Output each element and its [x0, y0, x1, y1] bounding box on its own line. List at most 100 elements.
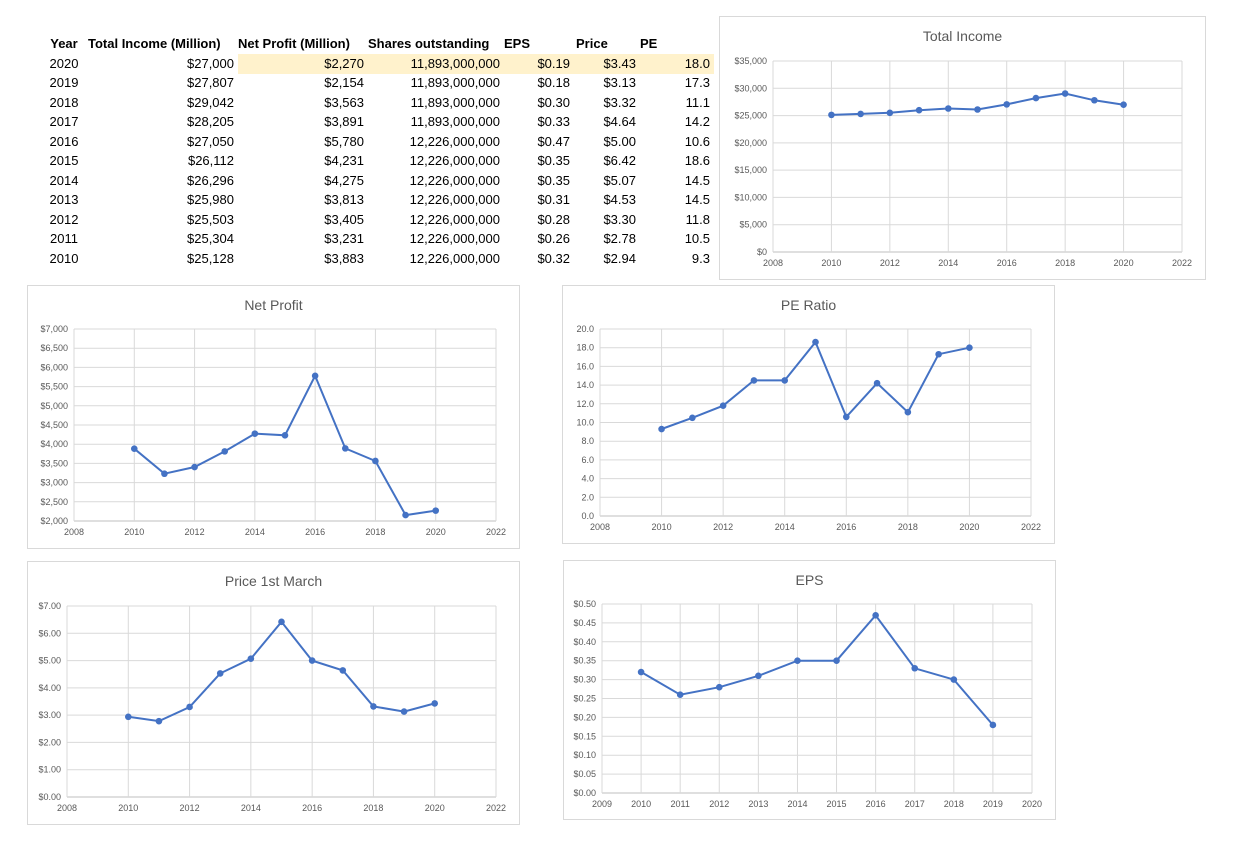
data-point — [1003, 101, 1011, 108]
y-tick-label: $1.00 — [38, 765, 61, 775]
cell-total-income: $25,304 — [187, 231, 234, 247]
cell-shares: 12,226,000,000 — [409, 172, 500, 188]
cell-price: $3.30 — [603, 211, 636, 227]
cell-shares: 12,226,000,000 — [409, 133, 500, 149]
data-point — [715, 683, 723, 691]
y-tick-label: $3,500 — [40, 458, 68, 468]
cell-price: $3.13 — [603, 75, 636, 91]
cell-net-profit: $2,154 — [324, 75, 364, 91]
y-tick-label: 16.0 — [576, 361, 594, 371]
cell-net-profit: $3,813 — [324, 192, 364, 208]
y-tick-label: $2.00 — [38, 737, 61, 747]
x-tick-label: 2008 — [64, 527, 84, 537]
data-point — [130, 445, 138, 452]
cell-pe: 10.5 — [684, 231, 710, 247]
cell-shares: 11,893,000,000 — [368, 54, 504, 74]
y-tick-label: $4,000 — [40, 439, 68, 449]
data-point — [1120, 101, 1127, 108]
cell-price: $2.94 — [603, 250, 636, 266]
table-row: 2011 $25,304 $3,231 12,226,000,000 $0.26 $2.7… — [40, 230, 714, 250]
data-point — [186, 703, 193, 711]
y-tick-label: $0.30 — [573, 675, 596, 685]
x-tick-label: 2018 — [898, 522, 918, 532]
x-tick-label: 2020 — [425, 803, 445, 813]
price-chart: Price 1st March $0.00 $1.00 $2.00 $3.00 $4.00… — [27, 561, 520, 825]
cell-price: $4.64 — [603, 114, 636, 130]
y-tick-label: $0.05 — [573, 769, 596, 779]
data-point — [915, 106, 923, 114]
data-point — [161, 470, 168, 478]
cell-price: $5.07 — [603, 172, 636, 188]
y-tick-label: $0.40 — [573, 637, 596, 647]
x-tick-label: 2012 — [709, 799, 729, 809]
cell-eps: $0.33 — [537, 114, 570, 130]
y-tick-label: $6,000 — [40, 362, 68, 372]
data-point — [944, 105, 952, 112]
data-point — [904, 408, 912, 416]
x-tick-label: 2020 — [959, 522, 979, 532]
data-point — [873, 379, 881, 387]
data-point — [833, 657, 840, 664]
x-tick-label: 2017 — [905, 799, 925, 809]
x-tick-label: 2019 — [983, 799, 1003, 809]
x-tick-label: 2016 — [302, 803, 322, 813]
data-point — [658, 425, 665, 433]
cell-eps: $0.32 — [537, 250, 570, 266]
x-tick-label: 2015 — [827, 799, 847, 809]
x-tick-label: 2012 — [180, 803, 200, 813]
cell-total-income: $26,296 — [187, 172, 234, 188]
x-tick-label: 2020 — [1114, 258, 1134, 268]
y-tick-label: 18.0 — [576, 343, 594, 353]
data-point — [281, 432, 289, 439]
cell-total-income: $25,980 — [187, 192, 234, 208]
x-tick-label: 2022 — [1172, 258, 1192, 268]
y-tick-label: $35,000 — [734, 56, 767, 66]
y-tick-label: $0.00 — [38, 792, 61, 802]
x-tick-label: 2016 — [836, 522, 856, 532]
table-header-row: Year Total Income (Million) Net Profit (… — [40, 34, 714, 54]
cell-year: 2010 — [49, 250, 79, 266]
x-tick-label: 2014 — [775, 522, 795, 532]
data-point — [966, 344, 973, 351]
x-tick-label: 2008 — [57, 803, 77, 813]
x-tick-label: 2018 — [365, 527, 385, 537]
col-header-net-profit: Net Profit (Million) — [238, 36, 350, 51]
data-point — [370, 703, 377, 710]
y-tick-label: 2.0 — [581, 492, 594, 502]
data-point — [842, 413, 850, 421]
x-tick-label: 2020 — [426, 527, 446, 537]
x-tick-label: 2014 — [241, 803, 261, 813]
y-tick-label: $7,000 — [40, 324, 68, 334]
y-tick-label: $5,000 — [40, 401, 68, 411]
cell-total-income: $25,503 — [187, 211, 234, 227]
cell-shares: 11,893,000,000 — [410, 114, 500, 130]
y-tick-label: $0 — [757, 247, 767, 257]
pe-ratio-chart: PE Ratio 0.0 2.0 4.0 6.0 8.0 10.0 12.0 14.0 16.0 1… — [562, 285, 1055, 544]
y-tick-label: $0.35 — [573, 656, 596, 666]
cell-year: 2019 — [49, 75, 79, 91]
cell-pe: 11.1 — [685, 94, 710, 110]
cell-pe: 18.6 — [684, 153, 710, 169]
x-tick-label: 2022 — [486, 803, 506, 813]
x-tick-label: 2014 — [938, 258, 958, 268]
cell-pe: 10.6 — [684, 133, 710, 149]
cell-pe: 14.5 — [684, 192, 710, 208]
cell-year: 2012 — [49, 211, 79, 227]
cell-net-profit: $2,270 — [238, 54, 368, 74]
data-point — [247, 655, 255, 662]
cell-year: 2020 — [49, 55, 79, 71]
data-point — [935, 350, 942, 358]
cell-shares: 12,226,000,000 — [409, 231, 500, 247]
x-tick-label: 2014 — [787, 799, 807, 809]
x-tick-label: 2013 — [748, 799, 768, 809]
table-row: 2016 $27,050 $5,780 12,226,000,000 $0.47 $5.0… — [40, 132, 714, 152]
cell-total-income: $28,205 — [187, 114, 234, 130]
y-tick-label: $0.15 — [573, 731, 596, 741]
y-tick-label: $4.00 — [38, 683, 61, 693]
y-tick-label: $0.00 — [573, 788, 596, 798]
table-row: 2019 $27,807 $2,154 11,893,000,000 $0.18 $3.1… — [40, 74, 714, 94]
y-tick-label: $30,000 — [734, 83, 767, 93]
cell-year: 2015 — [49, 153, 79, 169]
data-point — [750, 377, 758, 384]
cell-shares: 11,893,000,000 — [410, 75, 500, 91]
